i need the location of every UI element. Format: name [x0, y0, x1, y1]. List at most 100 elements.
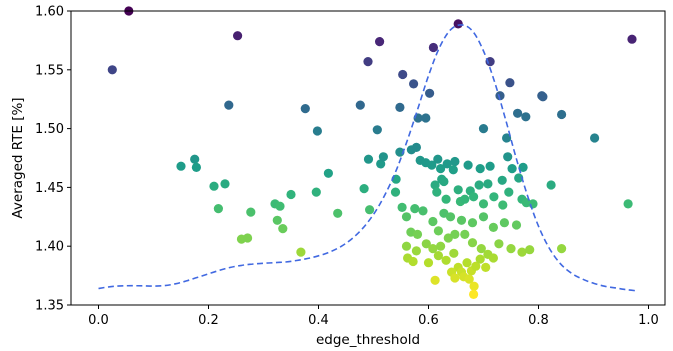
scatter-point: [243, 233, 253, 243]
scatter-point: [453, 185, 463, 195]
scatter-point: [401, 212, 412, 222]
scatter-point: [449, 248, 459, 258]
scatter-point: [428, 244, 438, 254]
scatter-point: [209, 181, 219, 191]
scatter-point: [517, 247, 527, 257]
scatter-point: [442, 159, 452, 169]
scatter-point: [507, 164, 517, 174]
scatter-point: [355, 100, 365, 110]
x-tick-label: 0.8: [528, 313, 549, 328]
y-axis-ticks: 1.35 1.40 1.45 1.50 1.55 1.60: [35, 5, 71, 314]
scatter-point: [401, 241, 412, 251]
scatter-point: [408, 256, 418, 267]
density-line: [98, 24, 638, 292]
scatter-point: [176, 161, 186, 171]
scatter-point: [412, 229, 423, 239]
y-axis-label: Averaged RTE [%]: [10, 97, 26, 218]
scatter-point: [427, 160, 437, 170]
scatter-point: [497, 175, 507, 185]
y-tick-label: 1.40: [35, 240, 64, 255]
scatter-point: [445, 212, 456, 222]
scatter-point: [511, 220, 522, 230]
scatter-point: [363, 154, 374, 164]
scatter-point: [498, 200, 508, 210]
scatter-point: [428, 216, 438, 227]
scatter-point: [489, 192, 499, 202]
scatter-points: [107, 6, 637, 299]
scatter-point: [191, 162, 201, 172]
scatter-point: [453, 19, 463, 29]
scatter-point: [397, 202, 407, 212]
scatter-point: [474, 180, 484, 190]
scatter-point: [333, 208, 343, 218]
scatter-point: [441, 194, 451, 204]
scatter-point: [483, 179, 493, 189]
scatter-point: [590, 133, 600, 143]
scatter-point: [499, 218, 509, 228]
scatter-point: [311, 187, 321, 197]
scatter-point: [460, 194, 470, 204]
scatter-point: [296, 247, 306, 257]
scatter-point: [213, 204, 223, 214]
scatter-point: [504, 187, 514, 197]
scatter-point: [220, 179, 230, 189]
scatter-point: [448, 165, 458, 175]
scatter-point: [312, 126, 322, 136]
scatter-point: [475, 254, 485, 264]
scatter-point: [439, 176, 449, 187]
scatter-point: [421, 113, 431, 123]
scatter-point: [418, 206, 428, 216]
scatter-point: [395, 147, 405, 157]
scatter-point: [423, 258, 434, 268]
scatter-point: [627, 34, 637, 44]
x-axis-ticks: 0.0 0.2 0.4 0.6 0.8 1.0: [88, 305, 659, 328]
scatter-point: [411, 142, 421, 152]
scatter-point: [376, 159, 386, 169]
scatter-point: [410, 204, 420, 214]
scatter-point: [505, 78, 515, 88]
scatter-point: [528, 199, 538, 209]
scatter-point: [450, 229, 460, 239]
scatter-point: [478, 212, 489, 222]
scatter-point: [375, 37, 385, 47]
scatter-point: [521, 112, 531, 122]
scatter-point: [503, 152, 513, 162]
scatter-point: [478, 199, 489, 209]
scatter-point: [456, 215, 467, 225]
scatter-point: [475, 164, 485, 174]
scatter-point: [233, 31, 243, 41]
scatter-point: [224, 100, 234, 110]
scatter-point: [513, 108, 523, 118]
scatter-point: [460, 229, 470, 239]
scatter-point: [538, 92, 548, 102]
scatter-point: [425, 88, 435, 98]
x-axis-label: edge_threshold: [316, 332, 420, 348]
y-tick-label: 1.60: [35, 5, 64, 20]
scatter-point: [433, 251, 443, 261]
scatter-point: [428, 42, 438, 53]
scatter-point: [359, 184, 369, 194]
scatter-point: [478, 124, 489, 134]
x-tick-label: 0.6: [418, 313, 439, 328]
scatter-point: [300, 104, 310, 114]
scatter-point: [365, 205, 375, 215]
scatter-point: [557, 109, 567, 120]
y-tick-label: 1.50: [35, 122, 64, 137]
scatter-point: [488, 222, 498, 232]
scatter-point: [278, 224, 288, 234]
x-tick-label: 0.4: [308, 313, 329, 328]
scatter-point: [450, 273, 460, 283]
scatter-point: [411, 246, 421, 256]
x-tick-label: 0.2: [198, 313, 219, 328]
scatter-point: [623, 199, 633, 209]
scatter-point: [395, 102, 405, 112]
scatter-point: [481, 262, 491, 272]
scatter-point: [467, 218, 478, 228]
scatter-point: [485, 161, 495, 171]
scatter-point: [469, 281, 479, 291]
scatter-point: [464, 274, 474, 284]
y-tick-label: 1.55: [35, 63, 64, 78]
scatter-point: [469, 289, 479, 299]
scatter-point: [557, 244, 567, 254]
